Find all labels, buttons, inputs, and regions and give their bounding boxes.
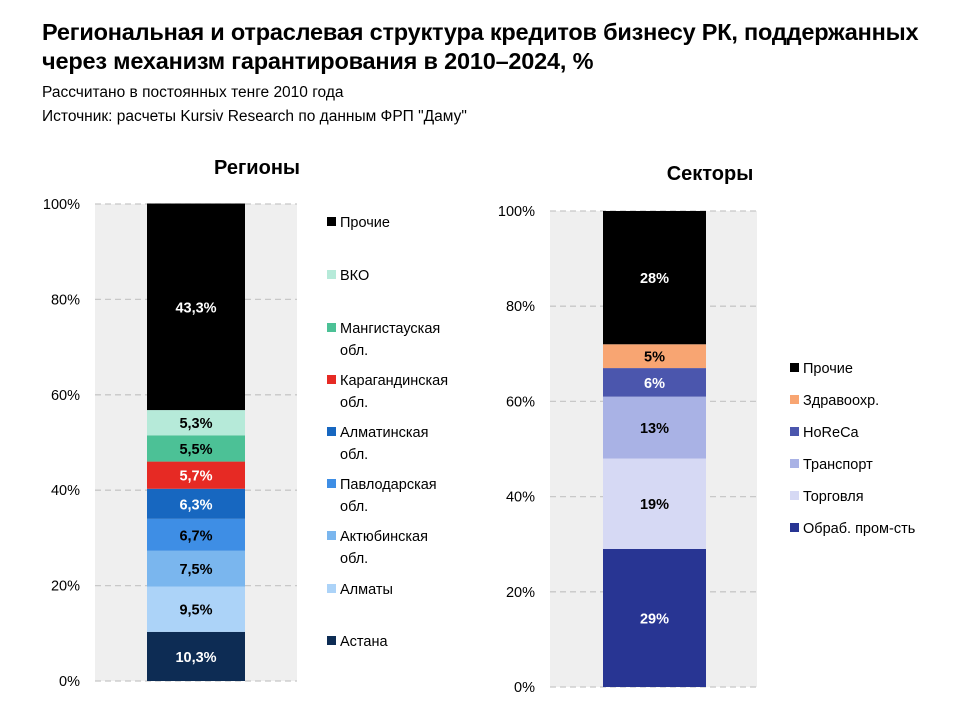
sectors-title: Секторы — [667, 163, 754, 185]
sectors-legend-label: Прочие — [803, 361, 853, 377]
regions-bar-segment-астана — [147, 631, 245, 681]
sectors-chart: 0% 20% 40% 60% 80% 100% Секторы 29% 19% 13% 6% 5% 28… — [498, 163, 915, 696]
sectors-data-label: 13% — [640, 421, 669, 437]
regions-bar-segment-мангистауская-обл — [147, 435, 245, 462]
sectors-y-tick-label: 60% — [506, 394, 535, 410]
regions-bar-segment-павлодарская-обл — [147, 518, 245, 551]
regions-chart: 0% 20% 40% 60% 80% 100% Регионы 10,3% 9,5% 7,5% 6,… — [43, 157, 448, 690]
regions-legend-swatch — [327, 479, 336, 488]
regions-legend-swatch — [327, 531, 336, 540]
sectors-legend-swatch — [790, 523, 799, 532]
regions-data-label: 9,5% — [179, 603, 212, 619]
sectors-bar-segment-horeca — [603, 368, 706, 397]
regions-y-tick-label: 80% — [51, 292, 80, 308]
sectors-data-label: 5% — [644, 350, 665, 366]
regions-bar-segment-алматы — [147, 586, 245, 632]
sectors-data-label: 19% — [640, 497, 669, 513]
regions-legend-swatch — [327, 584, 336, 593]
sectors-legend-swatch — [790, 427, 799, 436]
regions-legend-label: Актюбинская обл. — [340, 529, 428, 567]
regions-legend-swatch — [327, 427, 336, 436]
regions-y-tick-label: 40% — [51, 483, 80, 499]
sectors-y-tick-label: 20% — [506, 585, 535, 601]
regions-bar-segment-вко — [147, 410, 245, 436]
chart-subtitle: Рассчитано в постоянных тенге 2010 года — [42, 84, 344, 101]
regions-data-label: 43,3% — [175, 300, 216, 316]
sectors-legend-swatch — [790, 363, 799, 372]
regions-bar-segment-прочие — [147, 203, 245, 411]
sectors-bar-segment-здравоохр — [603, 344, 706, 369]
regions-y-tick-label: 0% — [59, 674, 80, 690]
sectors-legend-label: Здравоохр. — [803, 393, 879, 409]
sectors-bar-segment-торговля — [603, 458, 706, 549]
regions-legend-label: Алматы — [340, 582, 393, 598]
regions-legend-swatch — [327, 375, 336, 384]
regions-legend-swatch — [327, 270, 336, 279]
regions-data-label: 10,3% — [175, 650, 216, 666]
regions-legend-swatch — [327, 323, 336, 332]
regions-legend-label: Прочие — [340, 215, 390, 231]
regions-bar-segment-алматинская-обл — [147, 488, 245, 519]
regions-y-tick-label: 100% — [43, 197, 80, 213]
regions-y-tick-label: 20% — [51, 579, 80, 595]
sectors-bar-segment-транспорт — [603, 396, 706, 459]
sectors-bar-segment-прочие — [603, 211, 706, 345]
regions-data-label: 5,7% — [179, 469, 212, 485]
sectors-bar-segment-обраб-пром-сть — [603, 548, 706, 687]
regions-legend-label: Алматинская обл. — [340, 425, 428, 463]
regions-data-label: 7,5% — [179, 562, 212, 578]
regions-legend-swatch — [327, 217, 336, 226]
regions-legend-label: Астана — [340, 634, 388, 650]
chart-title: Региональная и отраслевая структура кред… — [42, 19, 919, 74]
regions-data-label: 6,7% — [179, 528, 212, 544]
sectors-data-label: 28% — [640, 271, 669, 287]
sectors-y-tick-label: 0% — [514, 680, 535, 696]
regions-legend-label: Павлодарская обл. — [340, 477, 437, 515]
sectors-legend-swatch — [790, 491, 799, 500]
sectors-legend-label: HoReCa — [803, 425, 860, 441]
regions-bar-segment-актюбинская-обл — [147, 550, 245, 587]
regions-legend-label: Мангистауская обл. — [340, 321, 440, 359]
regions-data-label: 5,3% — [179, 416, 212, 432]
chart-source: Источник: расчеты Kursiv Research по дан… — [42, 108, 467, 125]
sectors-legend-label: Обраб. пром-сть — [803, 521, 915, 537]
sectors-legend-label: Транспорт — [803, 457, 873, 473]
regions-legend-swatch — [327, 636, 336, 645]
regions-y-tick-label: 60% — [51, 388, 80, 404]
regions-title: Регионы — [214, 157, 300, 179]
regions-legend-label: ВКО — [340, 268, 369, 284]
sectors-y-tick-label: 100% — [498, 204, 535, 220]
sectors-legend-label: Торговля — [803, 489, 864, 505]
regions-bar-segment-карагандинская-обл — [147, 461, 245, 489]
sectors-y-tick-label: 80% — [506, 299, 535, 315]
regions-legend-label: Карагандинская обл. — [340, 373, 448, 411]
sectors-legend-swatch — [790, 395, 799, 404]
sectors-legend-swatch — [790, 459, 799, 468]
sectors-data-label: 29% — [640, 611, 669, 627]
regions-data-label: 5,5% — [179, 442, 212, 458]
sectors-data-label: 6% — [644, 376, 665, 392]
regions-data-label: 6,3% — [179, 497, 212, 513]
sectors-y-tick-label: 40% — [506, 490, 535, 506]
